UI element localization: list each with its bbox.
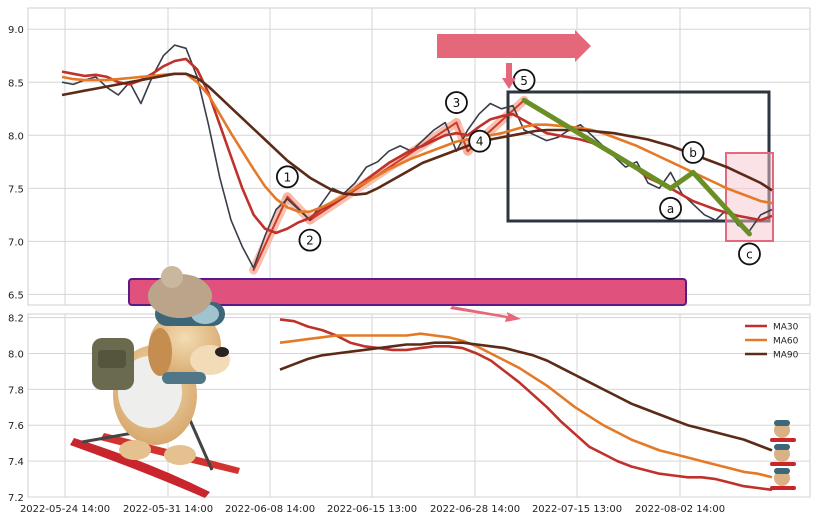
top-y-tick-label: 7.0: [8, 237, 24, 248]
wave-label: b: [689, 146, 697, 160]
buy-flag-pointer: [502, 63, 516, 89]
correction-line-ab: [668, 169, 696, 191]
wave-label-circle: [681, 141, 705, 164]
top-series-ma-90: [61, 72, 773, 196]
wave-label: 4: [476, 135, 484, 149]
x-tick-label: 2022-08-02 14:00: [635, 504, 725, 515]
bottom-series-ma60: [279, 332, 773, 479]
x-tick-label: 2022-05-24 14:00: [20, 504, 110, 515]
legend-label: MA90: [773, 351, 799, 361]
wave-label-circle: [659, 196, 682, 220]
wave-label: c: [746, 247, 753, 261]
top-y-tick-label: 7.5: [8, 184, 24, 195]
top-y-tick-label: 8.5: [8, 78, 24, 89]
dog-backpack-pocket: [98, 350, 126, 368]
wave-label-circle: [298, 228, 322, 252]
bottom-y-tick-label: 8.0: [8, 349, 24, 360]
legend-label: MA30: [773, 323, 799, 333]
skiing-dog-mascot: [70, 266, 796, 498]
x-tick-label: 2022-07-15 13:00: [532, 504, 622, 515]
top-y-tick-label: 9.0: [8, 25, 24, 36]
wave-label-circle: [738, 242, 761, 266]
bottom-y-tick-label: 7.8: [8, 385, 24, 396]
top-y-tick-label: 6.5: [8, 290, 24, 301]
wave-label: 3: [453, 96, 461, 110]
mini-mascot-ski: [770, 486, 796, 490]
mini-mascot-goggles: [774, 420, 790, 426]
ski-left: [70, 438, 210, 498]
wave-label: a: [667, 202, 674, 216]
wave-label-circle: [468, 129, 492, 153]
top-series-price: [61, 44, 773, 269]
dog-paw-right: [164, 445, 196, 465]
mini-mascot-goggles: [774, 444, 790, 450]
wave-label: 5: [520, 74, 528, 88]
dog-scarf: [162, 372, 206, 384]
impulse-line-0: [252, 195, 289, 271]
buy-flag-shape: [437, 30, 591, 62]
wave-label: 1: [284, 170, 292, 184]
bottom-y-tick-label: 7.6: [8, 421, 24, 432]
bottom-y-tick-label: 7.4: [8, 457, 24, 468]
ski-pole-right: [188, 419, 214, 471]
wave-label-circle: [445, 91, 468, 114]
banner-pointer: [450, 306, 521, 322]
signal-banner: [128, 278, 687, 306]
dog-paw-left: [119, 440, 151, 460]
bottom-y-tick-label: 7.2: [8, 493, 24, 504]
mini-mascot-ski: [770, 462, 796, 466]
x-tick-label: 2022-06-15 13:00: [327, 504, 417, 515]
x-tick-label: 2022-06-28 14:00: [430, 504, 520, 515]
mini-mascot-ski: [770, 438, 796, 442]
mini-mascot-goggles: [774, 468, 790, 474]
top-y-tick-label: 8.0: [8, 131, 24, 142]
dog-nose: [215, 347, 229, 357]
x-tick-label: 2022-06-08 14:00: [225, 504, 315, 515]
legend-label: MA60: [773, 337, 799, 347]
bottom-y-tick-label: 8.2: [8, 314, 24, 325]
correction-line-5a: [521, 97, 674, 191]
bottom-series-ma90: [279, 341, 773, 452]
wave-label-circle: [275, 165, 299, 189]
x-tick-label: 2022-05-31 14:00: [123, 504, 213, 515]
correction-line-bc: [690, 169, 752, 237]
dog-beanie: [148, 274, 212, 318]
wave-label: 2: [306, 234, 314, 248]
beanie-pompom: [161, 266, 183, 288]
bottom-series-ma30: [279, 318, 773, 492]
dog-ear: [148, 328, 172, 376]
